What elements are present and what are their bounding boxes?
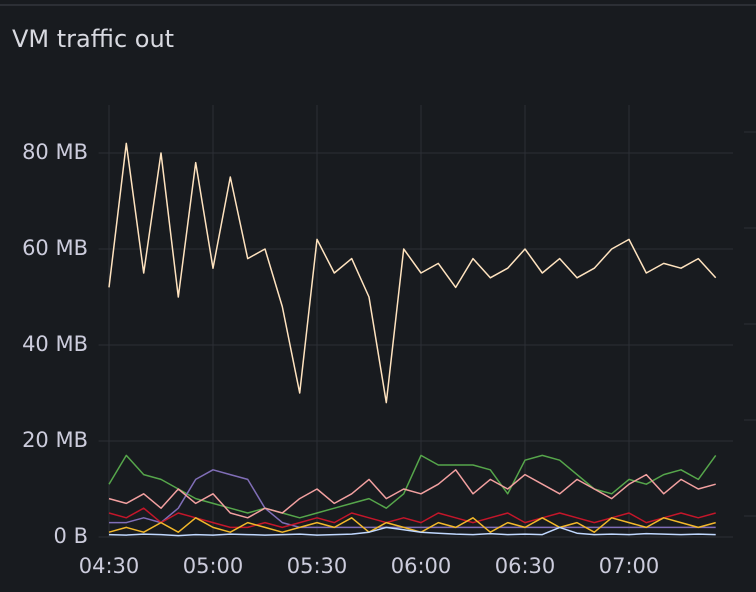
y-tick-label: 0 B xyxy=(54,524,88,548)
y-tick-label: 20 MB xyxy=(22,428,88,452)
x-tick-label: 06:30 xyxy=(495,554,556,578)
x-tick-label: 05:30 xyxy=(287,554,348,578)
series-line xyxy=(108,454,717,519)
x-tick-label: 07:00 xyxy=(599,554,660,578)
series-line xyxy=(108,507,716,529)
x-tick-label: 05:00 xyxy=(183,554,244,578)
series-line xyxy=(108,526,716,537)
series-group xyxy=(108,142,717,537)
series-line xyxy=(108,469,716,519)
x-tick-label: 04:30 xyxy=(79,554,140,578)
y-tick-label: 40 MB xyxy=(22,332,88,356)
y-tick-label: 60 MB xyxy=(22,236,88,260)
panel-title[interactable]: VM traffic out xyxy=(12,25,174,53)
right-edge-ticks xyxy=(744,131,756,517)
y-tick-label: 80 MB xyxy=(22,140,88,164)
series-line xyxy=(109,469,716,529)
series-line xyxy=(108,517,716,533)
x-tick-label: 06:00 xyxy=(391,554,452,578)
series-line xyxy=(108,142,717,404)
